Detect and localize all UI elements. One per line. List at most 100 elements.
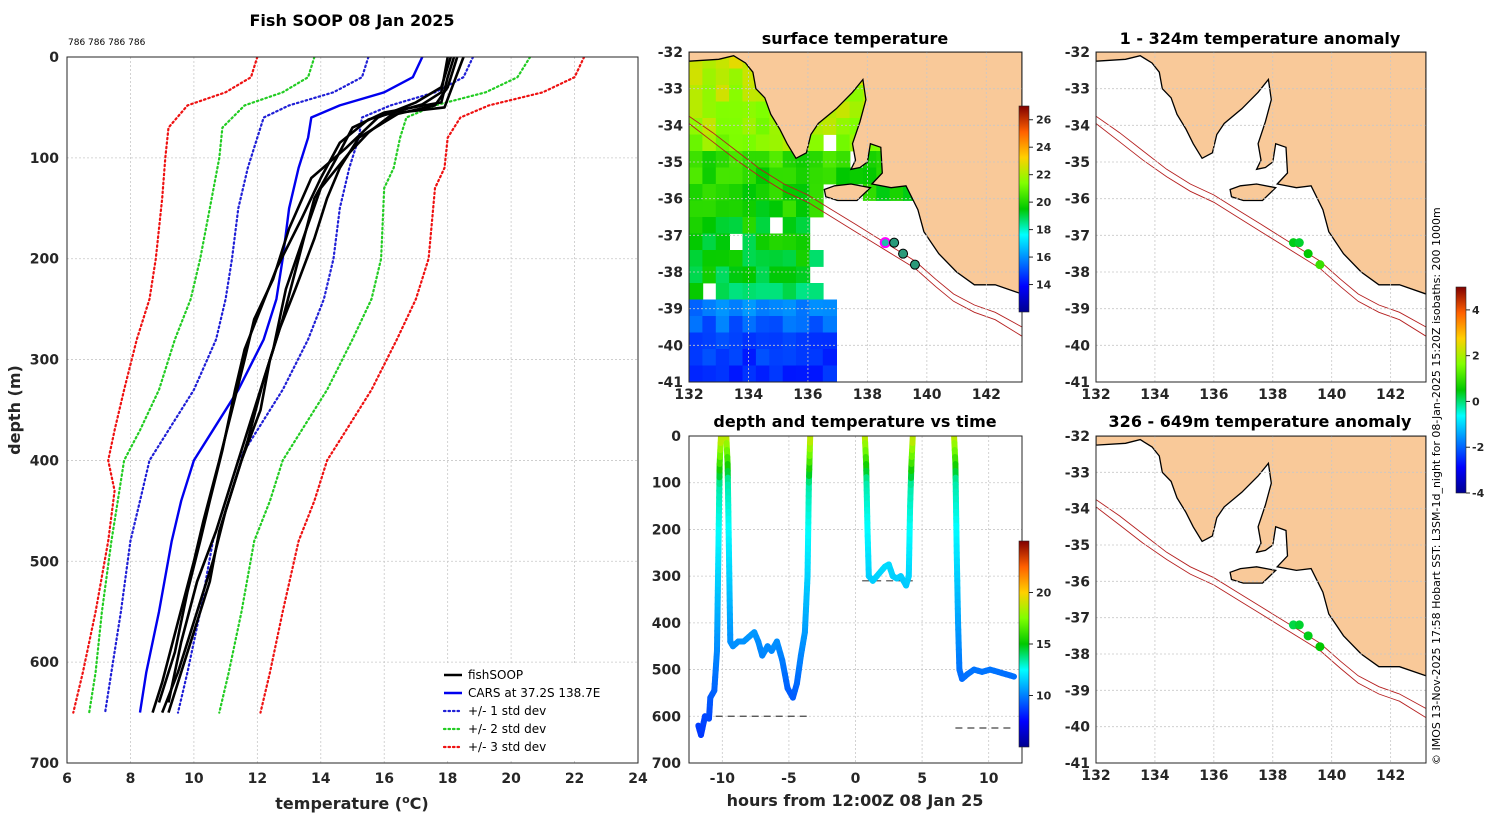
sst-cell	[729, 283, 744, 300]
anomaly-shallow-xtick-label: 134	[1140, 387, 1169, 403]
profile-xtick-label: 20	[501, 771, 521, 787]
sst-cell	[809, 349, 824, 366]
sst-cell	[796, 250, 811, 267]
anomaly-deep-ytick-label: -32	[1065, 429, 1090, 445]
sst-cell	[782, 283, 797, 300]
sst-cell	[689, 233, 704, 251]
sst-cell	[742, 316, 757, 333]
anomaly-deep-stations	[1288, 620, 1325, 652]
sst-cell	[809, 316, 824, 333]
anomaly-deep-panel: 326 - 649m temperature anomaly 132 134 136…	[1065, 412, 1427, 784]
legend-label: CARS at 37.2S 138.7E	[468, 686, 600, 700]
sst-cell	[755, 266, 771, 284]
anomaly-deep-ytick-label: -33	[1065, 465, 1090, 481]
sst-cell	[702, 299, 717, 317]
sst-cell	[822, 118, 837, 135]
sst-cell	[689, 349, 704, 366]
sst-cell	[729, 85, 744, 102]
anomaly-deep-ticks: 132 134 136 138 140 142 -32 -33 -34 -35 -36 -37 -38 -…	[1065, 429, 1406, 784]
colorbar-tick-label: 10	[1036, 690, 1052, 703]
colorbar-tick-label: 22	[1036, 169, 1051, 182]
depth-time-ytick-label: 200	[652, 522, 681, 538]
sst-cell	[782, 200, 797, 218]
sst-map-stations	[879, 237, 920, 270]
profile-grid	[66, 56, 639, 764]
depth-time-xtick-label: 5	[917, 771, 927, 787]
profile-xtick-label: 8	[126, 771, 136, 787]
profile-xlabel: temperature (oC)	[275, 793, 428, 813]
sst-cell	[742, 299, 757, 317]
anomaly-deep-kangaroo-island	[1229, 566, 1278, 584]
sst-cell	[689, 151, 704, 168]
sst-cell	[769, 167, 784, 185]
sst-cell	[702, 332, 717, 350]
sst-cell	[796, 316, 811, 333]
sst-cell	[729, 101, 744, 119]
sst-cell	[689, 85, 704, 102]
sst-cell	[782, 217, 797, 234]
sst-cell	[729, 349, 744, 366]
sst-cell	[715, 200, 730, 218]
sst-cell	[689, 217, 704, 234]
station-marker	[1315, 642, 1325, 652]
sst-map-ytick-label: -33	[658, 82, 683, 98]
profile-series	[72, 57, 586, 714]
sst-cell	[702, 118, 717, 135]
sst-cell	[755, 349, 771, 366]
anomaly-shallow-ytick-label: -33	[1065, 82, 1090, 98]
anomaly-shallow-xtick-label: 142	[1376, 387, 1405, 403]
anomaly-deep-xtick-label: 142	[1376, 768, 1405, 784]
profile-xtick-label: 6	[62, 771, 72, 787]
sst-map-panel: surface temperature 132 134 136 138 140 142 -3…	[658, 29, 1052, 403]
sst-cell	[822, 365, 837, 382]
profile-frame	[66, 56, 639, 764]
sst-cell	[876, 184, 891, 201]
anomaly-deep-ytick-label: -41	[1065, 756, 1090, 772]
anomaly-deep-ytick-label: -39	[1065, 683, 1090, 699]
sst-cell	[796, 365, 811, 382]
sst-cell	[782, 365, 797, 382]
sst-cell	[769, 134, 784, 152]
legend-label: +/- 3 std dev	[468, 740, 546, 754]
sst-cell	[796, 266, 811, 284]
sst-cell	[729, 217, 744, 234]
sst-cell	[755, 250, 771, 267]
sst-cell	[715, 316, 730, 333]
sst-cell	[755, 365, 771, 382]
sst-cell	[689, 184, 704, 201]
sst-cell	[782, 233, 797, 251]
sst-cell	[689, 365, 704, 382]
sst-cell	[715, 266, 730, 284]
profile-ytick-label: 0	[49, 50, 59, 66]
colorbar-tick-label: 15	[1036, 638, 1051, 651]
sst-cell	[755, 299, 771, 317]
sst-cell	[755, 332, 771, 350]
sst-cell	[809, 134, 824, 152]
anomaly-deep-ytick-label: -40	[1065, 720, 1091, 736]
sst-map-ytick-label: -34	[658, 118, 684, 134]
sst-cell	[769, 151, 784, 168]
anomaly-deep-ytick-label: -35	[1065, 538, 1090, 554]
sst-cell	[742, 217, 757, 234]
sst-map-xtick-label: 132	[674, 387, 703, 403]
sst-cell	[689, 134, 704, 152]
profile-ytick-label: 400	[30, 453, 59, 469]
legend-label: +/- 2 std dev	[468, 722, 546, 736]
station-marker	[1294, 238, 1304, 248]
profile-ticks: 6 8 10 12 14 16 18 20 22 24 0 100 200 300 400 500 600 700	[30, 50, 648, 787]
profile-line-cars	[138, 57, 424, 713]
colorbar-tick-label: 26	[1036, 114, 1052, 127]
sst-cell	[755, 151, 771, 168]
sst-cell	[689, 68, 704, 86]
sst-cell	[742, 118, 757, 135]
sst-map-xtick-label: 138	[853, 387, 882, 403]
anomaly-shallow-ytick-label: -34	[1065, 118, 1091, 134]
sst-cell	[729, 316, 744, 333]
sst-cell	[689, 118, 704, 135]
anomaly-shallow-xtick-label: 132	[1081, 387, 1110, 403]
sst-cell	[836, 118, 851, 135]
sst-map-ytick-label: -32	[658, 45, 683, 61]
sst-map-xtick-label: 140	[912, 387, 941, 403]
anomaly-shallow-xtick-label: 140	[1317, 387, 1346, 403]
